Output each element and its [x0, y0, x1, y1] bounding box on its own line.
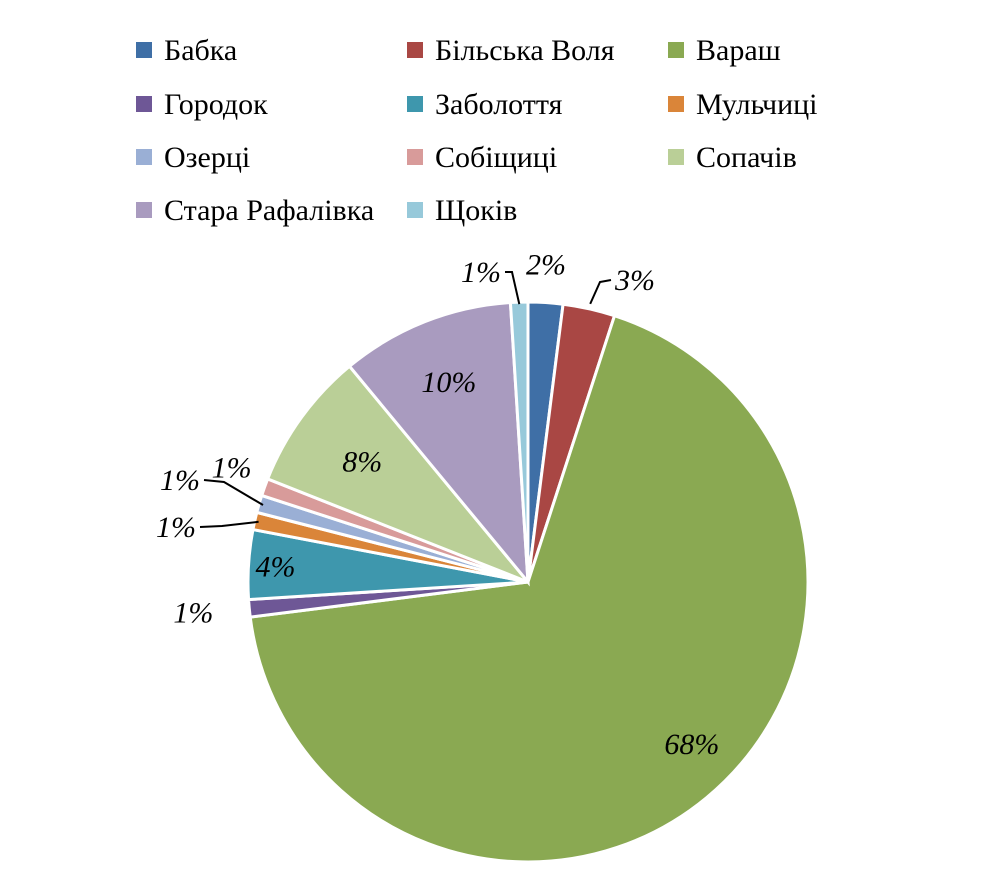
leader-line-щоків: [505, 271, 521, 305]
legend-label: Більська Воля: [435, 34, 615, 67]
data-label-стара-рафалівка: 10%: [421, 366, 476, 399]
legend-label: Стара Рафалівка: [164, 194, 374, 227]
legend-item-озерці: Озерці: [136, 141, 250, 174]
data-label-заболоття: 4%: [256, 551, 296, 584]
legend-label: Городок: [164, 88, 268, 121]
legend-swatch: [407, 42, 423, 58]
legend-swatch: [136, 202, 152, 218]
legend-label: Бабка: [164, 34, 237, 67]
legend-label: Заболоття: [435, 88, 563, 121]
leader-line-мульчиці: [199, 520, 259, 528]
legend-swatch: [407, 202, 423, 218]
leader-lines: [199, 271, 612, 528]
legend-swatch: [407, 96, 423, 112]
data-label-собіщиці: 1%: [212, 451, 252, 484]
legend-item-щоків: Щоків: [407, 194, 517, 227]
pie-slice-вараш: [248, 313, 810, 864]
leader-line-озерці: [203, 479, 264, 506]
pie-slice-стара-рафалівка: [347, 300, 530, 587]
data-labels: 2% 3% 68% 1% 4% 1% 1% 1% 8% 10% 1%: [156, 249, 719, 761]
legend-item-мульчиці: Мульчиці: [668, 88, 818, 121]
legend-swatch: [136, 96, 152, 112]
data-label-щоків: 1%: [461, 256, 501, 289]
legend-swatch: [668, 96, 684, 112]
data-label-озерці: 1%: [160, 464, 200, 497]
data-label-більська-воля: 3%: [614, 264, 655, 297]
legend-swatch: [407, 149, 423, 165]
pie-slices: [246, 300, 810, 864]
legend-item-собіщиці: Собіщиці: [407, 141, 557, 174]
data-label-бабка: 2%: [526, 249, 566, 282]
legend-label: Щоків: [435, 194, 517, 227]
legend-label: Мульчиці: [696, 88, 818, 121]
chart-legend: Бабка Більська Воля Вараш Городок Заболоття М…: [136, 34, 818, 227]
leader-line-більська-воля: [589, 279, 612, 305]
legend-item-сопачів: Сопачів: [668, 141, 797, 174]
legend-label: Сопачів: [696, 141, 797, 174]
legend-label: Озерці: [164, 141, 250, 174]
data-label-вараш: 68%: [664, 728, 719, 761]
legend-item-вараш: Вараш: [668, 34, 781, 67]
data-label-мульчиці: 1%: [156, 511, 196, 544]
data-label-сопачів: 8%: [342, 446, 382, 479]
data-label-городок: 1%: [173, 596, 213, 629]
legend-swatch: [136, 42, 152, 58]
legend-swatch: [668, 42, 684, 58]
legend-label: Вараш: [696, 34, 781, 67]
legend-swatch: [136, 149, 152, 165]
legend-item-городок: Городок: [136, 88, 268, 121]
legend-item-стара-рафалівка: Стара Рафалівка: [136, 194, 374, 227]
legend-item-бабка: Бабка: [136, 34, 237, 67]
legend-swatch: [668, 149, 684, 165]
legend-label: Собіщиці: [435, 141, 557, 174]
pie-slice-сопачів: [265, 364, 530, 584]
legend-item-заболоття: Заболоття: [407, 88, 563, 121]
legend-item-більська-воля: Більська Воля: [407, 34, 615, 67]
